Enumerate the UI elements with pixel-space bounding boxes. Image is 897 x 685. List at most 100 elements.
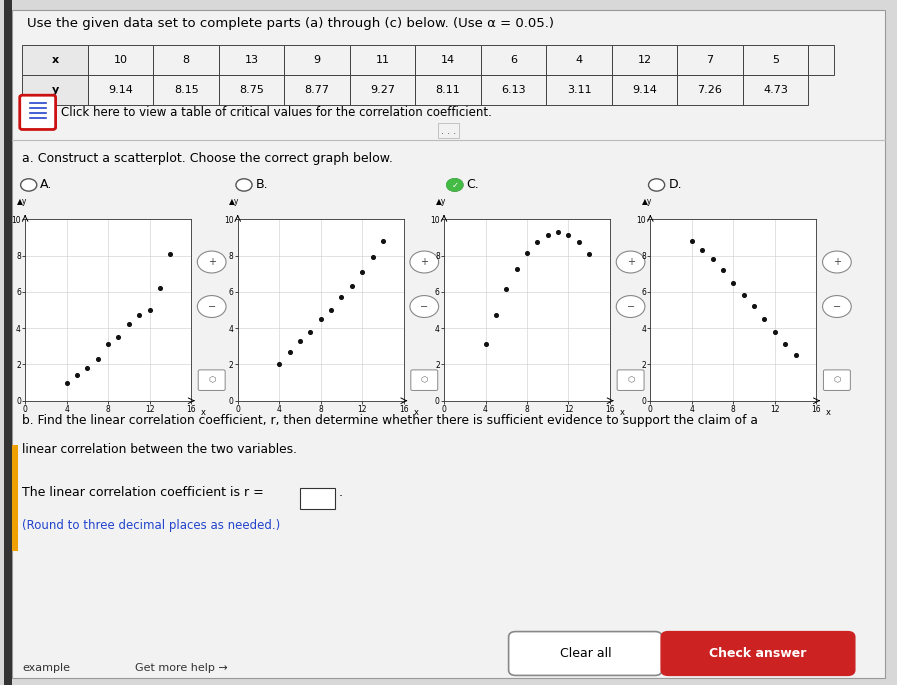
Text: 6: 6 bbox=[510, 55, 517, 64]
Point bbox=[59, 377, 74, 388]
Text: 3.11: 3.11 bbox=[567, 85, 591, 95]
Point bbox=[376, 236, 390, 247]
Point bbox=[292, 336, 307, 347]
Bar bbox=[677, 75, 743, 105]
Bar bbox=[284, 45, 350, 75]
Text: ✓: ✓ bbox=[451, 180, 458, 190]
Point bbox=[716, 264, 730, 275]
Bar bbox=[350, 45, 415, 75]
Point bbox=[571, 236, 586, 247]
Point bbox=[736, 290, 751, 301]
Circle shape bbox=[616, 251, 645, 273]
Point bbox=[788, 350, 803, 361]
Bar bbox=[153, 45, 219, 75]
Text: C.: C. bbox=[466, 179, 479, 191]
Point bbox=[695, 245, 710, 256]
Text: −: − bbox=[626, 301, 635, 312]
Bar bbox=[153, 75, 219, 105]
Bar bbox=[612, 75, 677, 105]
Point bbox=[313, 314, 327, 325]
Circle shape bbox=[410, 251, 439, 273]
Text: +: + bbox=[421, 257, 428, 267]
Bar bbox=[481, 75, 546, 105]
Point bbox=[111, 332, 126, 342]
Bar bbox=[22, 75, 88, 105]
Point bbox=[726, 277, 740, 288]
Point bbox=[80, 362, 94, 373]
Text: linear correlation between the two variables.: linear correlation between the two varia… bbox=[22, 443, 298, 456]
Text: 9.14: 9.14 bbox=[109, 85, 133, 95]
Text: 7: 7 bbox=[707, 55, 713, 64]
Circle shape bbox=[649, 179, 665, 191]
FancyBboxPatch shape bbox=[617, 370, 644, 390]
Text: Check answer: Check answer bbox=[710, 647, 806, 660]
Point bbox=[163, 248, 178, 259]
Text: (Round to three decimal places as needed.): (Round to three decimal places as needed… bbox=[22, 519, 281, 532]
Bar bbox=[546, 45, 612, 75]
Text: −: − bbox=[420, 301, 429, 312]
Text: A.: A. bbox=[40, 179, 53, 191]
Text: D.: D. bbox=[668, 179, 682, 191]
Circle shape bbox=[410, 296, 439, 318]
Point bbox=[344, 281, 359, 292]
Text: 12: 12 bbox=[638, 55, 651, 64]
Point bbox=[530, 236, 544, 247]
FancyBboxPatch shape bbox=[661, 632, 855, 675]
Circle shape bbox=[21, 179, 37, 191]
Point bbox=[519, 247, 534, 258]
Text: ▲y: ▲y bbox=[230, 197, 239, 206]
Point bbox=[705, 253, 719, 264]
FancyBboxPatch shape bbox=[12, 10, 885, 678]
Bar bbox=[677, 45, 743, 75]
Text: 11: 11 bbox=[376, 55, 389, 64]
Point bbox=[478, 339, 492, 350]
Point bbox=[303, 326, 318, 337]
Text: 5: 5 bbox=[772, 55, 779, 64]
Text: +: + bbox=[208, 257, 215, 267]
Text: x: x bbox=[52, 55, 58, 64]
Bar bbox=[808, 45, 834, 75]
Text: ⬡: ⬡ bbox=[627, 375, 634, 385]
Text: 8.77: 8.77 bbox=[305, 85, 329, 95]
Bar bbox=[743, 45, 808, 75]
Text: 8.75: 8.75 bbox=[239, 85, 264, 95]
Circle shape bbox=[823, 296, 851, 318]
Text: 4: 4 bbox=[576, 55, 582, 64]
Text: 10: 10 bbox=[114, 55, 127, 64]
Point bbox=[91, 353, 105, 364]
Bar bbox=[284, 75, 350, 105]
Point bbox=[747, 301, 762, 312]
Text: 14: 14 bbox=[441, 55, 455, 64]
Bar bbox=[219, 75, 284, 105]
Point bbox=[143, 305, 157, 316]
Bar bbox=[415, 45, 481, 75]
Point bbox=[582, 248, 597, 259]
Bar bbox=[219, 45, 284, 75]
Bar bbox=[22, 45, 88, 75]
Bar bbox=[88, 75, 153, 105]
Point bbox=[324, 305, 338, 316]
Point bbox=[132, 310, 146, 321]
Text: x: x bbox=[201, 408, 206, 417]
Bar bbox=[350, 75, 415, 105]
Circle shape bbox=[447, 179, 463, 191]
Point bbox=[152, 283, 167, 294]
Text: 13: 13 bbox=[245, 55, 258, 64]
Text: ▲y: ▲y bbox=[642, 197, 652, 206]
Text: 9.27: 9.27 bbox=[370, 85, 395, 95]
Circle shape bbox=[447, 179, 463, 191]
Circle shape bbox=[197, 251, 226, 273]
Text: 8.15: 8.15 bbox=[174, 85, 198, 95]
Point bbox=[684, 236, 699, 247]
FancyBboxPatch shape bbox=[20, 95, 56, 129]
Text: 8: 8 bbox=[183, 55, 189, 64]
Point bbox=[355, 266, 370, 277]
Bar bbox=[12, 445, 18, 551]
Circle shape bbox=[616, 296, 645, 318]
Text: Clear all: Clear all bbox=[560, 647, 612, 660]
Bar bbox=[612, 45, 677, 75]
Point bbox=[778, 339, 792, 350]
Text: ⬡: ⬡ bbox=[421, 375, 428, 385]
Point bbox=[509, 264, 524, 275]
Text: example: example bbox=[22, 662, 71, 673]
